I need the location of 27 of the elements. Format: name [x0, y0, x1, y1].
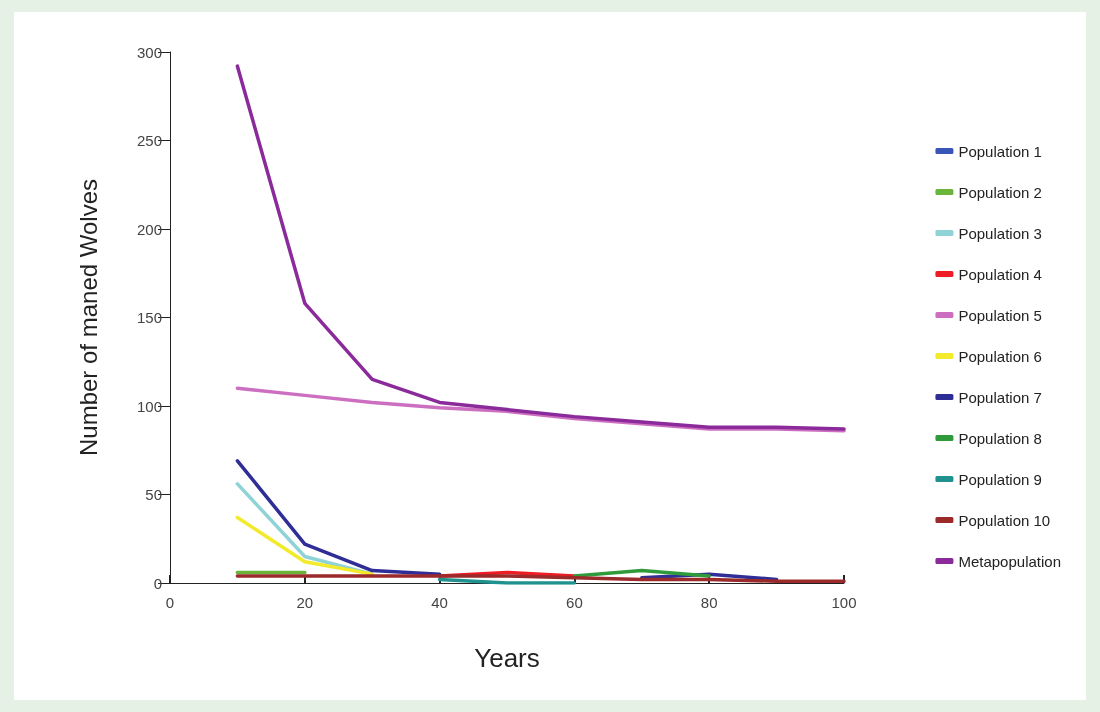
x-tick-label: 80: [700, 594, 718, 611]
x-tick-label: 0: [165, 594, 175, 611]
y-tick-label: 50: [145, 486, 162, 503]
legend-label: Population 9: [958, 470, 1042, 488]
legend-label: Population 10: [958, 511, 1051, 529]
y-tick-label: 300: [136, 43, 162, 61]
legend-label: Population 7: [958, 388, 1042, 406]
legend-label: Population 4: [958, 265, 1042, 283]
legend-label: Metapopulation: [958, 552, 1061, 570]
x-tick-label: 100: [831, 594, 857, 611]
legend-label: Population 5: [958, 306, 1042, 324]
y-tick-label: 0: [153, 574, 162, 592]
legend-label: Population 6: [958, 347, 1042, 365]
y-tick-label: 100: [136, 397, 162, 415]
x-tick-label: 20: [296, 594, 314, 611]
x-tick-label: 40: [431, 594, 448, 611]
x-tick-label: 60: [566, 594, 583, 611]
y-tick-label: 150: [136, 309, 162, 326]
x-axis-title: Years: [474, 643, 540, 673]
line-series: [235, 64, 846, 431]
y-axis-title: Number of maned Wolves: [74, 178, 102, 457]
legend-label: Population 1: [958, 142, 1042, 160]
legend-label: Population 8: [958, 429, 1042, 447]
y-tick-label: 200: [136, 220, 162, 238]
legend-label: Population 2: [958, 183, 1042, 201]
legend-label: Population 3: [958, 224, 1042, 242]
y-tick-label: 250: [136, 132, 162, 149]
